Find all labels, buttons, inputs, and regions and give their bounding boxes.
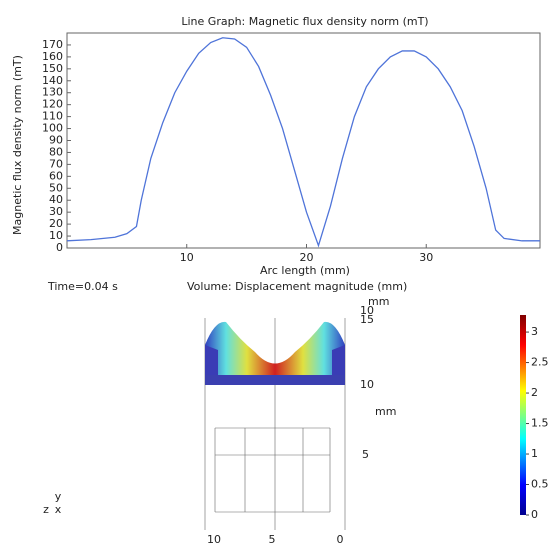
y-tick-label: 100 [42, 122, 63, 135]
colorbar-tick-label: 1.5 [531, 417, 549, 430]
bottom-tick: 0 [337, 533, 344, 546]
triad-label: y [55, 490, 62, 503]
chart-title: Line Graph: Magnetic flux density norm (… [181, 15, 428, 28]
plot-title: Volume: Displacement magnitude (mm) [187, 280, 407, 293]
colorbar [520, 315, 526, 515]
colorbar-tick-label: 1 [531, 447, 538, 460]
right-arm [332, 345, 345, 375]
y-tick-label: 140 [42, 74, 63, 87]
colorbar-tick-label: 2 [531, 386, 538, 399]
y-tick-label: 50 [49, 181, 63, 194]
right-tick: 5 [362, 448, 369, 461]
y-tick-label: 70 [49, 157, 63, 170]
colorbar-tick-label: 0.5 [531, 478, 549, 491]
base-plate [205, 375, 345, 385]
y-tick-label: 40 [49, 193, 63, 206]
y-axis-label: Magnetic flux density norm (mT) [11, 55, 24, 235]
y-tick-label: 170 [42, 38, 63, 51]
x-tick-label: 20 [299, 251, 313, 264]
x-tick-label: 30 [419, 251, 433, 264]
bottom-tick: 10 [207, 533, 221, 546]
x-axis-label: Arc length (mm) [260, 264, 350, 277]
y-tick-label: 150 [42, 62, 63, 75]
y-tick-label: 10 [49, 229, 63, 242]
colorbar-tick-label: 3 [531, 325, 538, 338]
x-tick-label: 10 [180, 251, 194, 264]
triad-label: z [43, 503, 49, 516]
triad-label: x [55, 503, 62, 516]
right-tick: 10 [360, 378, 374, 391]
y-tick-label: 110 [42, 110, 63, 123]
y-tick-label: 30 [49, 205, 63, 218]
left-arm [205, 345, 218, 375]
y-tick-label: 80 [49, 145, 63, 158]
y-tick-label: 120 [42, 98, 63, 111]
bottom-tick: 5 [269, 533, 276, 546]
y-tick-label: 90 [49, 134, 63, 147]
unit-right: mm [375, 405, 396, 418]
y-tick-label: 20 [49, 217, 63, 230]
y-tick-label: 130 [42, 86, 63, 99]
deformed-body [205, 321, 345, 375]
right-tick: 15 [360, 313, 374, 326]
colorbar-tick-label: 0 [531, 508, 538, 521]
y-tick-label: 60 [49, 169, 63, 182]
line-series [66, 37, 540, 248]
y-tick-label: 0 [56, 241, 63, 254]
colorbar-tick-label: 2.5 [531, 356, 549, 369]
unit-top: mm [368, 295, 389, 308]
y-tick-label: 160 [42, 50, 63, 63]
time-label: Time=0.04 s [47, 280, 118, 293]
right-tick: 10 [360, 304, 374, 317]
